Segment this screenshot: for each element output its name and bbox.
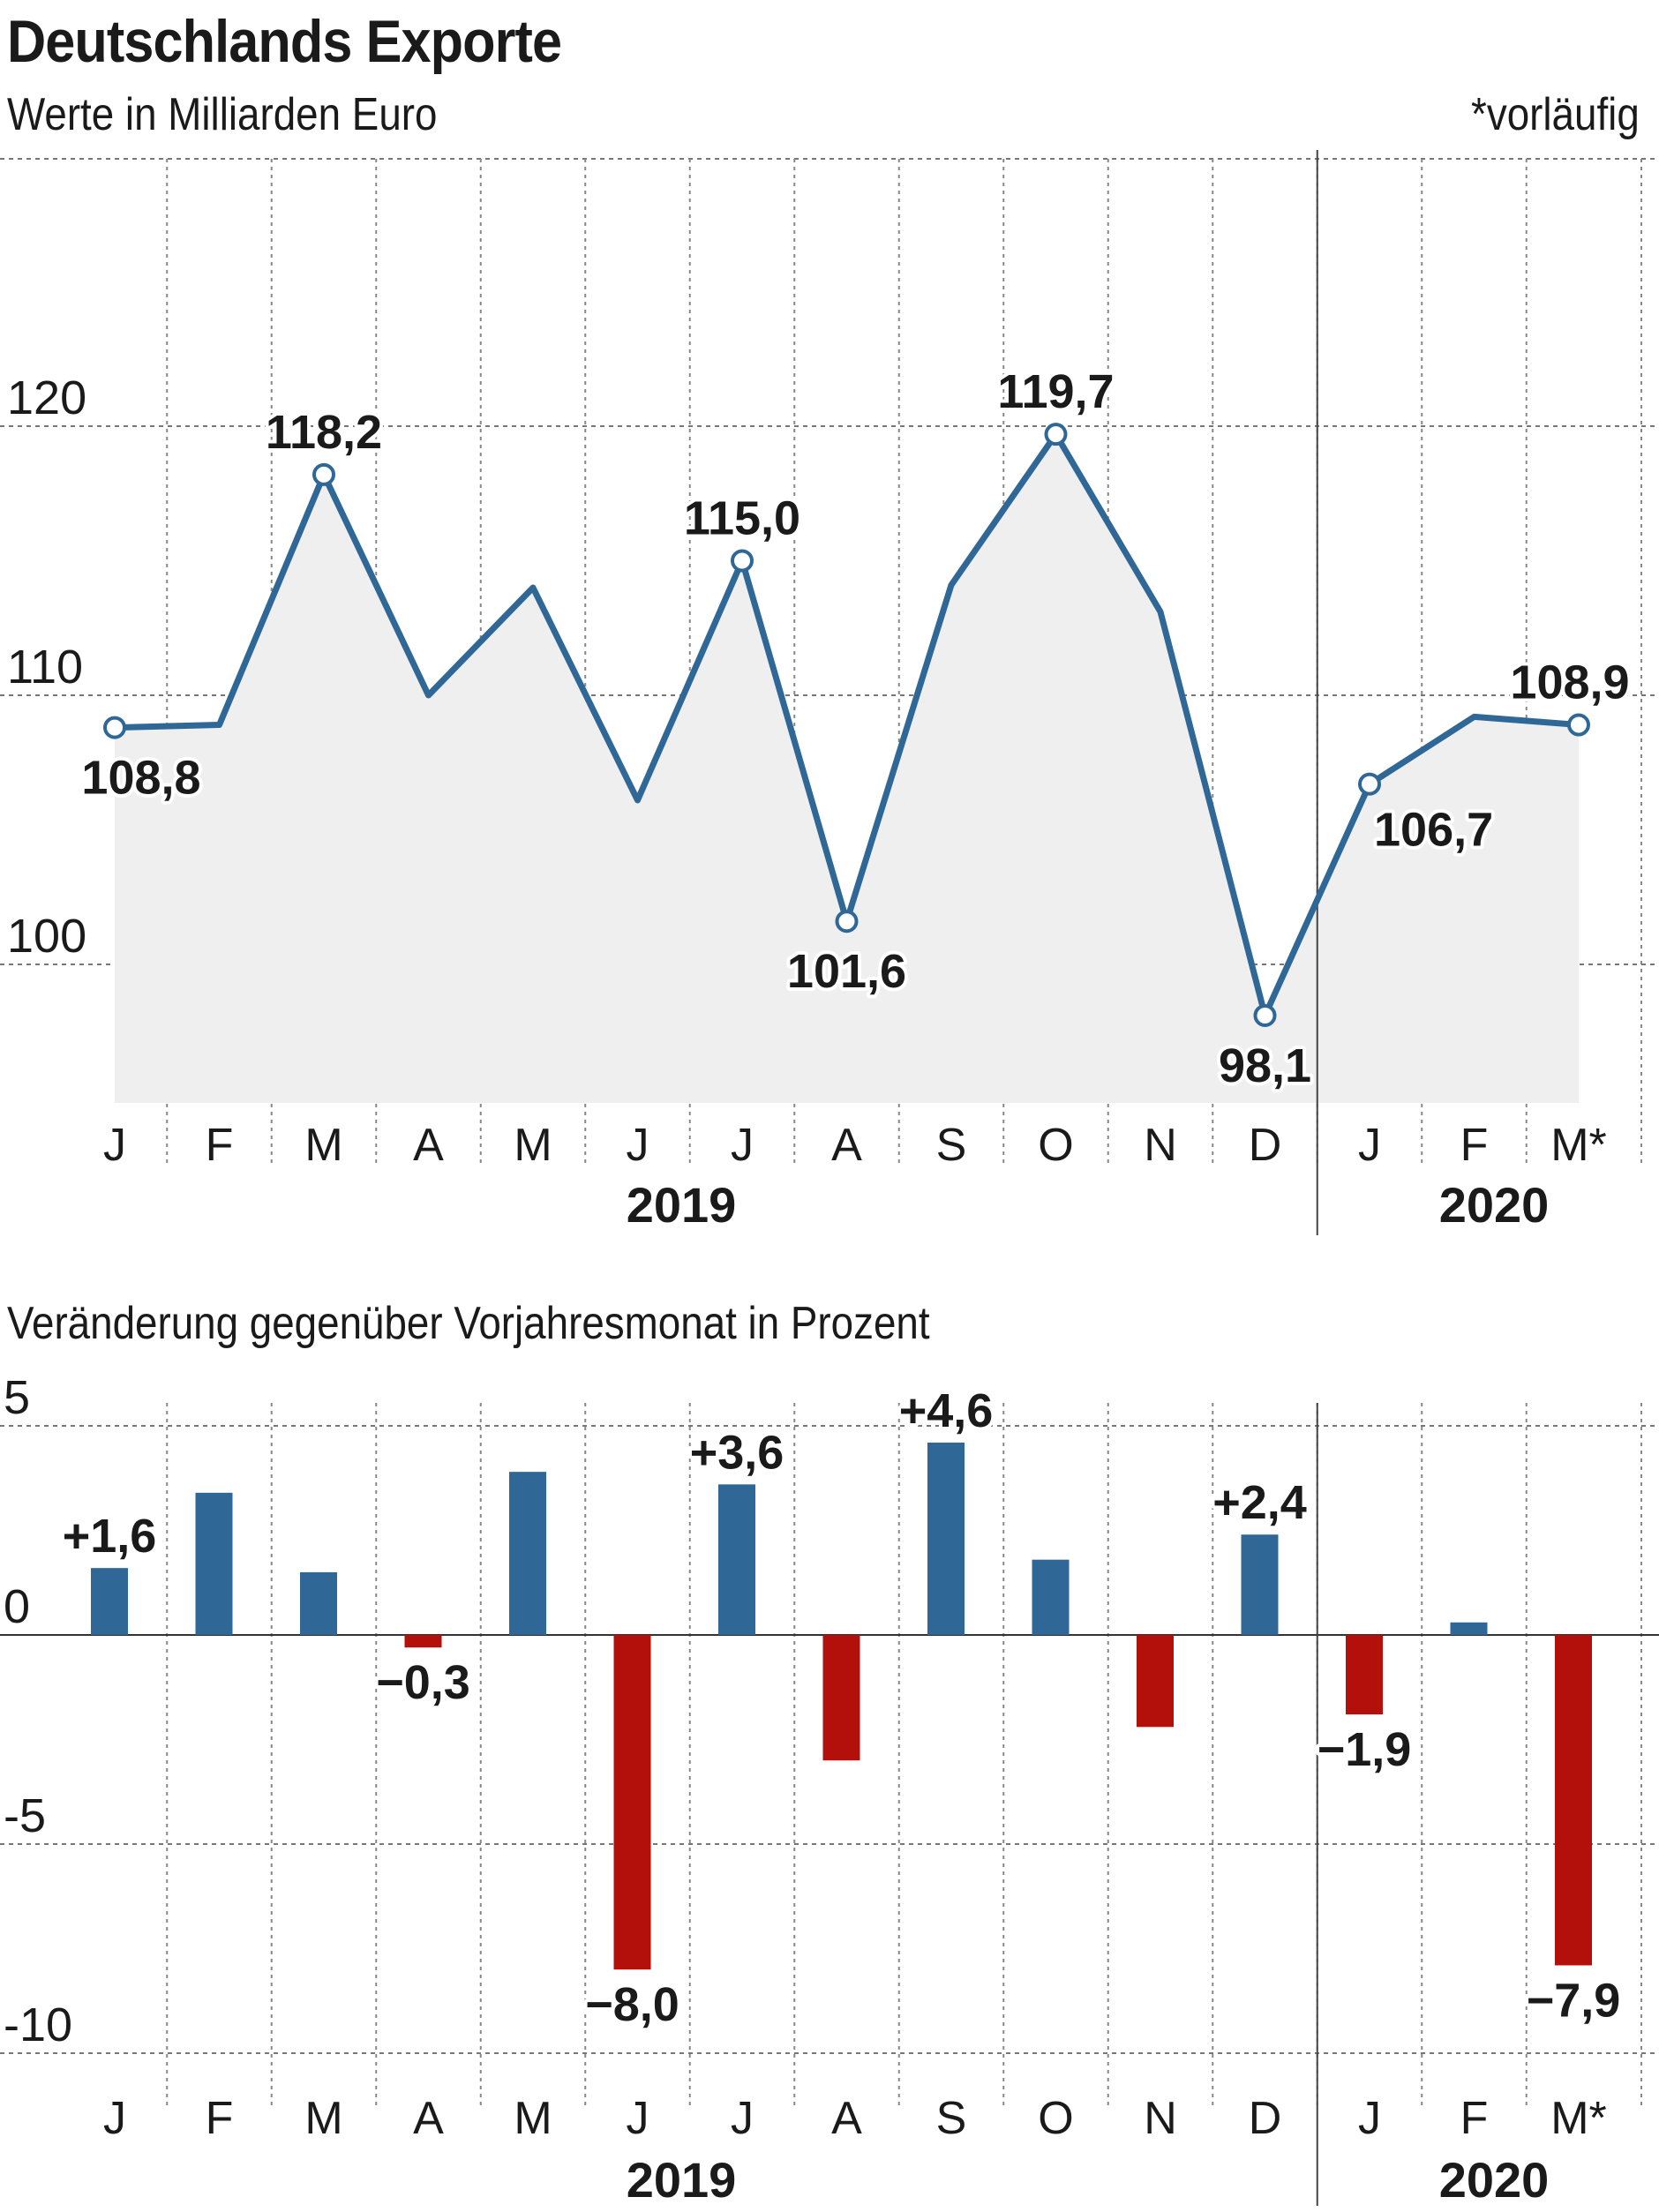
line-x-tick-label: M <box>514 1120 552 1171</box>
bar-year-label: 2019 <box>627 2152 737 2208</box>
bar-x-tick-label: M <box>514 2093 552 2144</box>
data-point-marker <box>731 549 754 573</box>
data-point-marker <box>312 462 335 486</box>
line-data-label: 101,6 <box>787 945 906 998</box>
bar-data-label: +1,6 <box>63 1510 157 1563</box>
line-data-label: 98,1 <box>1219 1039 1311 1092</box>
bar-x-tick-label: S <box>936 2093 967 2144</box>
positive-bar <box>927 1442 965 1635</box>
line-x-tick-label: F <box>1460 1120 1489 1171</box>
line-x-tick-label: M <box>304 1120 342 1171</box>
bar-x-tick-label: A <box>831 2093 862 2144</box>
footnote-preliminary: *vorläufig <box>1471 89 1640 140</box>
positive-bar <box>718 1484 755 1635</box>
bar-y-tick-label: -5 <box>4 1789 46 1842</box>
line-area-fill <box>115 434 1579 1103</box>
line-x-tick-label: D <box>1249 1120 1282 1171</box>
bar-x-tick-label: O <box>1038 2093 1073 2144</box>
line-y-tick-label: 110 <box>7 641 83 694</box>
positive-bar <box>300 1571 337 1635</box>
bar-data-label: +3,6 <box>690 1426 784 1479</box>
line-year-label: 2020 <box>1439 1177 1550 1233</box>
data-point-marker <box>1567 713 1590 737</box>
line-data-label: 118,2 <box>266 406 382 459</box>
bar-data-label: −7,9 <box>1527 1974 1621 2027</box>
data-point-marker <box>835 910 859 934</box>
line-x-tick-label: S <box>936 1120 967 1171</box>
line-y-tick-label: 120 <box>7 371 86 424</box>
line-data-label: 108,9 <box>1510 656 1629 709</box>
line-x-tick-label: N <box>1144 1120 1177 1171</box>
line-x-tick-label: O <box>1038 1120 1073 1171</box>
negative-bar <box>1137 1635 1174 1728</box>
bar-data-label: −8,0 <box>585 1978 679 2031</box>
chart-subtitle: Werte in Milliarden Euro <box>7 89 438 140</box>
data-point-marker <box>1358 772 1381 796</box>
bar-x-tick-label: M <box>304 2093 342 2144</box>
bar-x-tick-label: D <box>1249 2093 1282 2144</box>
negative-bar <box>613 1635 651 1970</box>
bar-year-label: 2020 <box>1439 2152 1550 2208</box>
line-data-label: 119,7 <box>997 365 1114 418</box>
line-y-tick-label: 100 <box>7 910 86 963</box>
bar-x-tick-label: A <box>413 2093 444 2144</box>
bar-x-tick-label: J <box>103 2093 126 2144</box>
positive-bar <box>91 1568 128 1635</box>
bar-x-tick-label: F <box>1460 2093 1489 2144</box>
bar-y-tick-label: 0 <box>4 1580 30 1633</box>
bar-data-label: +2,4 <box>1212 1476 1307 1529</box>
bar-data-label: +4,6 <box>899 1384 994 1437</box>
bar-data-label: −1,9 <box>1317 1723 1412 1776</box>
positive-bar <box>1241 1534 1279 1635</box>
bar-y-tick-label: 5 <box>4 1371 30 1424</box>
data-point-marker <box>1253 1003 1277 1027</box>
line-x-tick-label: F <box>206 1120 234 1171</box>
bar-x-tick-label: J <box>731 2093 754 2144</box>
negative-bar <box>404 1635 442 1648</box>
chart-title: Deutschlands Exporte <box>7 8 562 75</box>
bar-x-tick-label: M* <box>1550 2093 1607 2144</box>
line-x-tick-label: J <box>103 1120 126 1171</box>
positive-bar <box>1450 1622 1488 1635</box>
negative-bar <box>822 1635 860 1761</box>
positive-bar <box>1032 1559 1070 1635</box>
negative-bar <box>1346 1635 1383 1715</box>
line-x-tick-label: J <box>731 1120 754 1171</box>
line-data-label: 106,7 <box>1374 804 1493 857</box>
bar-data-label: −0,3 <box>376 1656 470 1709</box>
bar-x-tick-label: N <box>1144 2093 1177 2144</box>
line-data-label: 115,0 <box>684 492 800 545</box>
positive-bar <box>195 1492 233 1635</box>
bar-chart-subtitle: Veränderung gegenüber Vorjahresmonat in … <box>7 1298 930 1349</box>
line-year-label: 2019 <box>627 1177 737 1233</box>
negative-bar <box>1555 1635 1592 1966</box>
line-x-tick-label: A <box>831 1120 862 1171</box>
data-point-marker <box>103 716 126 739</box>
positive-bar <box>509 1472 546 1635</box>
bar-x-tick-label: J <box>1358 2093 1381 2144</box>
bar-y-tick-label: -10 <box>4 1998 72 2051</box>
line-x-tick-label: J <box>627 1120 649 1171</box>
line-x-tick-label: A <box>413 1120 444 1171</box>
line-data-label: 108,8 <box>81 752 200 805</box>
bar-x-tick-label: F <box>206 2093 234 2144</box>
bar-x-tick-label: J <box>627 2093 649 2144</box>
data-point-marker <box>1044 423 1068 446</box>
line-x-tick-label: J <box>1358 1120 1381 1171</box>
line-x-tick-label: M* <box>1550 1120 1607 1171</box>
